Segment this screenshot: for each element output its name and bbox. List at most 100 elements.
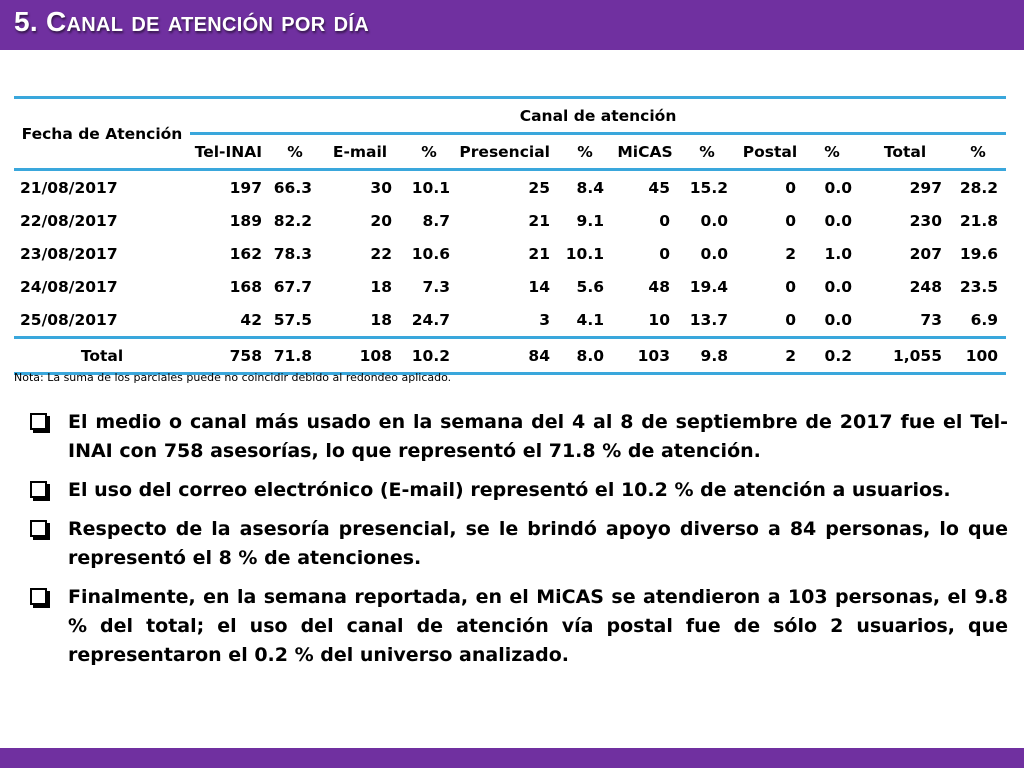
table-cell: 18 [370, 277, 392, 296]
bullet-text: Finalmente, en la semana reportada, en e… [68, 586, 1008, 666]
table-cell: 14 [528, 277, 550, 296]
table-row: 23/08/2017 162 78.3 22 10.6 21 10.1 0 0.0 2 1.0 207… [14, 237, 1006, 270]
channel-group-header: Canal de atención [190, 96, 1007, 135]
table-cell: 22 [370, 244, 392, 263]
table-cell: 108 [320, 337, 400, 375]
table-cell: 10.1 [565, 244, 604, 263]
date-column-header: Fecha de Atención [14, 96, 190, 171]
table-cell: 0 [785, 211, 796, 230]
table-cell: 4.1 [558, 303, 612, 339]
table-cell: 1.0 [824, 244, 852, 263]
table-cell: 230 [909, 211, 942, 230]
table-cell: 7.3 [422, 277, 450, 296]
bullet-item: Finalmente, en la semana reportada, en e… [30, 583, 1008, 670]
date-cell: 24/08/2017 [20, 277, 118, 296]
header-bar: 5. Canal de atención por día [0, 0, 1024, 50]
table-cell: 1,055 [860, 337, 950, 375]
table-cell: 2 [785, 244, 796, 263]
table-cell: 15.2 [689, 178, 728, 197]
table-cell: 207 [909, 244, 942, 263]
table-cell: 10 [612, 303, 678, 339]
table-cell: 21 [528, 211, 550, 230]
table-cell: 10.6 [411, 244, 450, 263]
column-header: MiCAS [612, 133, 678, 171]
table-cell: 6.9 [950, 303, 1007, 339]
page-title: 5. Canal de atención por día [14, 6, 369, 37]
column-header: % [558, 133, 612, 171]
column-header: % [804, 133, 860, 171]
table-cell: 67.7 [273, 277, 312, 296]
table-cell: 20 [370, 211, 392, 230]
table-cell: 73 [860, 303, 950, 339]
table-cell: 71.8 [270, 337, 320, 375]
table-cell: 10.2 [400, 337, 458, 375]
bullet-item: El uso del correo electrónico (E-mail) r… [30, 476, 1008, 505]
checkbox-icon [30, 520, 47, 537]
table-cell: 13.7 [678, 303, 736, 339]
table-row: 24/08/2017 168 67.7 18 7.3 14 5.6 48 19.4 0 0.0 248… [14, 270, 1006, 303]
table-cell: 0.0 [824, 211, 852, 230]
table-cell: 0 [736, 303, 804, 339]
table-cell: 66.3 [273, 178, 312, 197]
table-cell: 0 [659, 211, 670, 230]
column-header: % [400, 133, 458, 171]
column-header-row: Tel-INAI % E-mail % Presencial % MiCAS %… [14, 133, 1007, 171]
table-cell: 30 [370, 178, 392, 197]
date-cell: 23/08/2017 [20, 244, 118, 263]
bullet-text: El medio o canal más usado en la semana … [68, 411, 1008, 462]
table-cell: 103 [612, 337, 678, 375]
table-cell: 0.0 [700, 211, 728, 230]
table-cell: 758 [190, 337, 270, 375]
table-cell: 25 [528, 178, 550, 197]
total-row: Total 758 71.8 108 10.2 84 8.0 103 9.8 2… [14, 337, 1007, 375]
table-cell: 78.3 [273, 244, 312, 263]
table-cell: 24.7 [400, 303, 458, 339]
table-cell: 0 [785, 277, 796, 296]
table-cell: 0.0 [824, 178, 852, 197]
table-cell: 0.0 [824, 277, 852, 296]
table-cell: 5.6 [576, 277, 604, 296]
column-header: % [950, 133, 1007, 171]
table-cell: 8.4 [576, 178, 604, 197]
table-row: 21/08/2017 197 66.3 30 10.1 25 8.4 45 15.2 0 0.0 29… [14, 170, 1006, 205]
table-note: Nota: La suma de los parciales puede no … [14, 371, 452, 384]
data-table-container: Fecha de Atención Canal de atención Tel-… [14, 96, 1007, 375]
checkbox-icon [30, 588, 47, 605]
table-cell: 23.5 [959, 277, 999, 296]
table-cell: 0 [659, 244, 670, 263]
table-cell: 45 [648, 178, 670, 197]
column-header: Postal [736, 133, 804, 171]
table-cell: 162 [229, 244, 262, 263]
table-cell: 100 [950, 337, 1007, 375]
bullet-text: El uso del correo electrónico (E-mail) r… [68, 479, 951, 501]
date-cell: 21/08/2017 [20, 178, 118, 197]
table-cell: 248 [909, 277, 942, 296]
table-cell: 0.0 [804, 303, 860, 339]
table-cell: 3 [458, 303, 558, 339]
table-cell: 197 [229, 178, 262, 197]
table-row: 25/08/2017 42 57.5 18 24.7 3 4.1 10 13.7 0 0.0 73 6.… [14, 303, 1007, 339]
table-cell: 84 [458, 337, 558, 375]
table-cell: 297 [909, 178, 942, 197]
column-header: E-mail [320, 133, 400, 171]
table-cell: 8.0 [558, 337, 612, 375]
checkbox-icon [30, 481, 47, 498]
checkbox-icon [30, 413, 47, 430]
date-cell: 25/08/2017 [14, 303, 190, 339]
bullet-item: El medio o canal más usado en la semana … [30, 408, 1008, 466]
table-cell: 0.2 [804, 337, 860, 375]
table-cell: 21 [528, 244, 550, 263]
table-cell: 168 [229, 277, 262, 296]
table-cell: 19.6 [959, 244, 999, 263]
total-label: Total [14, 337, 190, 375]
table-row: 22/08/2017 189 82.2 20 8.7 21 9.1 0 0.0 0 0.0 230 21… [14, 204, 1006, 237]
column-header: Total [860, 133, 950, 171]
table-cell: 19.4 [689, 277, 728, 296]
column-header: Presencial [458, 133, 558, 171]
table-cell: 10.1 [411, 178, 450, 197]
table-cell: 9.1 [576, 211, 604, 230]
column-header: % [270, 133, 320, 171]
bullet-list: El medio o canal más usado en la semana … [30, 408, 1008, 680]
table-cell: 8.7 [422, 211, 450, 230]
bullet-item: Respecto de la asesoría presencial, se l… [30, 515, 1008, 573]
